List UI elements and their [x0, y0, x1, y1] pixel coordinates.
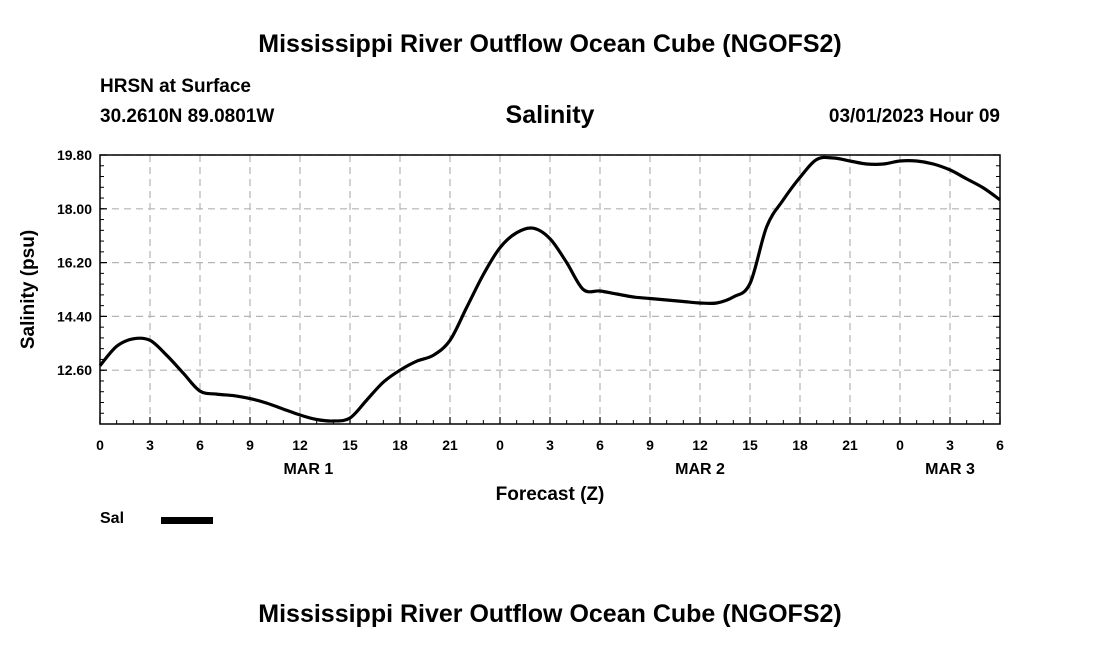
x-tick-label: 18: [792, 437, 808, 453]
footer-title: Mississippi River Outflow Ocean Cube (NG…: [258, 600, 842, 628]
date-label: MAR 3: [925, 461, 975, 478]
date-label: MAR 1: [283, 461, 333, 478]
y-tick-label: 12.60: [57, 362, 92, 378]
x-tick-label: 21: [842, 437, 858, 453]
x-axis-label: Forecast (Z): [496, 484, 605, 505]
legend-line-swatch: [161, 517, 213, 524]
x-tick-label: 18: [392, 437, 408, 453]
station-location: 30.2610N 89.0801W: [100, 106, 275, 127]
x-tick-label: 12: [692, 437, 708, 453]
y-tick-label: 14.40: [57, 308, 92, 324]
x-tick-label: 0: [96, 437, 104, 453]
x-tick-label: 3: [546, 437, 554, 453]
y-tick-label: 16.20: [57, 255, 92, 271]
station-name: HRSN at Surface: [100, 76, 251, 97]
series-line-sal: [98, 155, 1001, 423]
plot-frame: [99, 154, 1001, 425]
x-tick-label: 6: [196, 437, 204, 453]
x-tick-label: 0: [896, 437, 904, 453]
x-tick-label: 12: [292, 437, 308, 453]
x-tick-label: 6: [996, 437, 1004, 453]
x-tick-label: 9: [646, 437, 654, 453]
date-label: MAR 2: [675, 461, 725, 478]
grid: [100, 154, 1000, 424]
y-axis-label: Salinity (psu): [18, 230, 39, 349]
variable-title: Salinity: [505, 101, 595, 129]
y-tick-label: 19.80: [57, 147, 92, 163]
axis-tick-labels: 0 3 6 9 12 15 18 21 0 3 6 9 12 15 18 21 0 3 6 MAR 1 MAR 2 MAR…: [57, 147, 1004, 478]
series: [98, 155, 1001, 423]
axis-ticks: [99, 154, 1001, 424]
x-tick-label: 15: [342, 437, 358, 453]
x-tick-label: 15: [742, 437, 758, 453]
legend-label: Sal: [100, 510, 125, 527]
x-tick-label: 0: [496, 437, 504, 453]
forecast-datetime: 03/01/2023 Hour 09: [828, 106, 1000, 127]
x-tick-label: 6: [596, 437, 604, 453]
x-tick-label: 9: [246, 437, 254, 453]
x-tick-label: 3: [946, 437, 954, 453]
x-tick-label: 3: [146, 437, 154, 453]
chart-title: Mississippi River Outflow Ocean Cube (NG…: [258, 30, 842, 58]
x-tick-label: 21: [442, 437, 458, 453]
y-tick-label: 18.00: [57, 201, 92, 217]
